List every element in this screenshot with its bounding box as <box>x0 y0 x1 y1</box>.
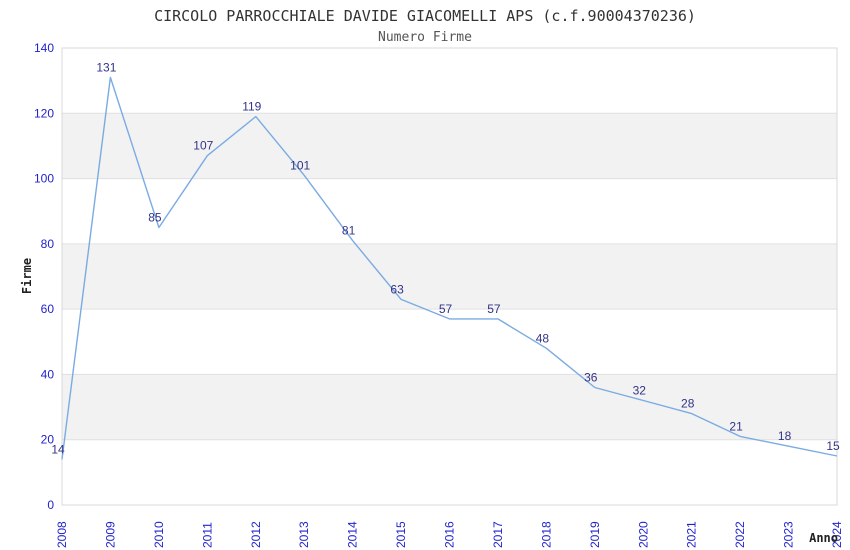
trend-line <box>61 76 838 460</box>
data-point-label: 85 <box>148 211 162 225</box>
y-tick-label: 120 <box>34 106 54 120</box>
plot-border <box>61 47 838 506</box>
data-point-label: 119 <box>242 100 261 114</box>
y-tick-label: 140 <box>34 41 54 55</box>
data-point-label: 57 <box>487 302 501 316</box>
background-band <box>62 374 837 440</box>
chart-title: CIRCOLO PARROCCHIALE DAVIDE GIACOMELLI A… <box>154 7 696 25</box>
x-tick-label: 2015 <box>394 521 408 548</box>
x-tick-label: 2016 <box>443 521 457 548</box>
x-tick-label: 2013 <box>297 521 311 548</box>
x-tick-label: 2011 <box>200 522 214 548</box>
y-tick-label: 60 <box>41 302 55 316</box>
background-band <box>62 113 837 179</box>
x-tick-label: 2008 <box>55 521 69 548</box>
x-tick-label: 2020 <box>636 521 650 548</box>
x-tick-label: 2014 <box>346 521 360 548</box>
data-point-label: 81 <box>342 224 356 238</box>
x-axis-title: Anno <box>809 531 838 545</box>
chart-subtitle: Numero Firme <box>378 30 472 45</box>
y-tick-label: 0 <box>47 498 54 512</box>
y-tick-label: 100 <box>34 172 54 186</box>
x-tick-label: 2018 <box>539 521 553 548</box>
background-band <box>62 243 837 310</box>
x-tick-label: 2017 <box>491 521 505 548</box>
y-tick-label: 80 <box>41 237 55 251</box>
data-point-label: 57 <box>439 302 453 316</box>
data-point-label: 107 <box>193 139 213 153</box>
x-tick-label: 2024 <box>830 521 844 548</box>
data-point-label: 48 <box>536 331 550 345</box>
y-tick-label: 20 <box>41 433 55 447</box>
data-point-label: 18 <box>778 429 792 443</box>
data-point-label: 36 <box>584 371 598 385</box>
data-point-label: 21 <box>729 419 743 433</box>
y-tick-label: 40 <box>41 367 55 381</box>
data-point-label: 32 <box>633 384 647 398</box>
data-point-label: 28 <box>681 397 695 411</box>
x-tick-label: 2021 <box>685 521 699 548</box>
x-tick-label: 2019 <box>588 521 602 548</box>
x-tick-label: 2010 <box>152 521 166 548</box>
x-tick-label: 2012 <box>249 521 263 548</box>
y-axis-title: Firme <box>20 258 34 294</box>
data-point-label: 63 <box>390 282 404 296</box>
data-point-label: 131 <box>96 60 116 74</box>
data-point-label: 14 <box>51 442 65 456</box>
data-point-label: 15 <box>826 439 840 453</box>
data-point-label: 101 <box>290 158 310 172</box>
x-tick-label: 2023 <box>782 521 796 548</box>
x-tick-label: 2022 <box>733 521 747 548</box>
x-tick-label: 2009 <box>103 521 117 548</box>
